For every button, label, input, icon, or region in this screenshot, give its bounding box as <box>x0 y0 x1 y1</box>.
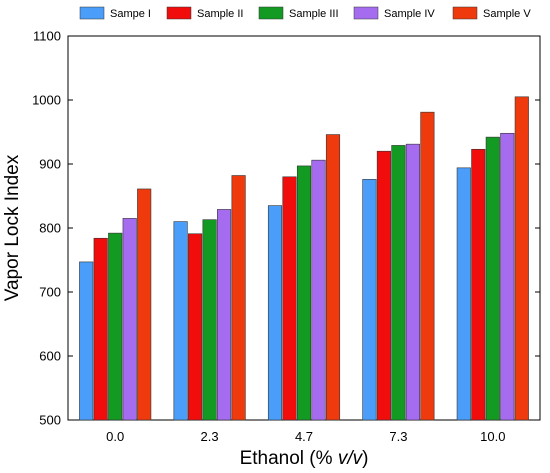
bar-sampe-i-7-3 <box>362 179 377 421</box>
bar-sample-ii-10-0 <box>471 148 486 421</box>
legend-label: Sample V <box>483 8 531 20</box>
bar-sampe-i-10-0 <box>456 167 471 421</box>
legend-label: Sample IV <box>384 8 435 20</box>
bar-sample-iii-0-0 <box>108 232 123 421</box>
bar-sample-iii-7-3 <box>391 145 406 421</box>
bar-sample-v-7-3 <box>420 111 435 421</box>
bar-sample-iii-4-7 <box>296 165 312 421</box>
legend-swatch <box>452 6 478 20</box>
bar-sample-iii-10-0 <box>485 136 500 421</box>
bar-sample-iv-0-0 <box>122 218 137 421</box>
bars <box>79 96 529 421</box>
y-axis: 500 600 700 800 900 1000 1100 <box>32 29 540 428</box>
x-tick-label: 4.7 <box>295 429 313 444</box>
bar-sampe-i-2-3 <box>173 221 188 421</box>
y-tick-label: 600 <box>39 349 61 364</box>
legend: Sampe I Sample II Sample III Sample IV Sampl… <box>79 6 531 20</box>
x-axis-title: Ethanol (% v/v) <box>240 448 369 469</box>
legend-swatch <box>258 6 284 20</box>
bar-sample-iv-4-7 <box>311 159 326 421</box>
bar-sample-ii-4-7 <box>282 176 297 421</box>
bar-sample-ii-2-3 <box>188 233 203 421</box>
y-tick-label: 1100 <box>33 29 61 44</box>
bar-sample-iii-2-3 <box>202 219 217 421</box>
bar-sample-iv-2-3 <box>217 209 232 421</box>
bar-sample-iv-7-3 <box>405 143 420 421</box>
y-tick-label: 500 <box>39 413 61 428</box>
y-axis-title: Vapor Lock Index <box>2 154 23 301</box>
legend-label: Sampe I <box>110 8 151 20</box>
legend-swatch <box>166 6 192 20</box>
bar-sampe-i-0-0 <box>79 261 94 421</box>
bar-sample-v-4-7 <box>325 134 341 421</box>
x-axis: 0.0 2.3 4.7 7.3 10.0 <box>106 429 505 444</box>
x-axis-title-end: ) <box>362 448 368 469</box>
x-tick-label: 0.0 <box>106 429 124 444</box>
x-tick-label: 10.0 <box>480 429 505 444</box>
bar-sample-ii-7-3 <box>376 150 391 421</box>
bar-sample-v-2-3 <box>231 175 246 421</box>
bar-sample-ii-0-0 <box>93 237 108 421</box>
x-tick-label: 2.3 <box>201 429 219 444</box>
legend-swatch <box>353 6 379 20</box>
legend-label: Sample III <box>289 8 339 20</box>
bar-sample-v-10-0 <box>514 96 529 421</box>
bar-sample-v-0-0 <box>137 188 152 421</box>
x-axis-title-italic: v/v <box>338 448 364 469</box>
y-tick-label: 1000 <box>32 93 61 108</box>
x-tick-label: 7.3 <box>389 429 407 444</box>
legend-label: Sample II <box>197 8 243 20</box>
legend-swatch <box>79 6 105 20</box>
y-tick-label: 900 <box>39 157 61 172</box>
bar-sampe-i-4-7 <box>267 205 283 421</box>
y-tick-label: 700 <box>39 285 61 300</box>
y-tick-label: 800 <box>39 221 61 236</box>
x-axis-title-main: Ethanol (% <box>240 448 338 469</box>
bar-sample-iv-10-0 <box>500 132 515 421</box>
